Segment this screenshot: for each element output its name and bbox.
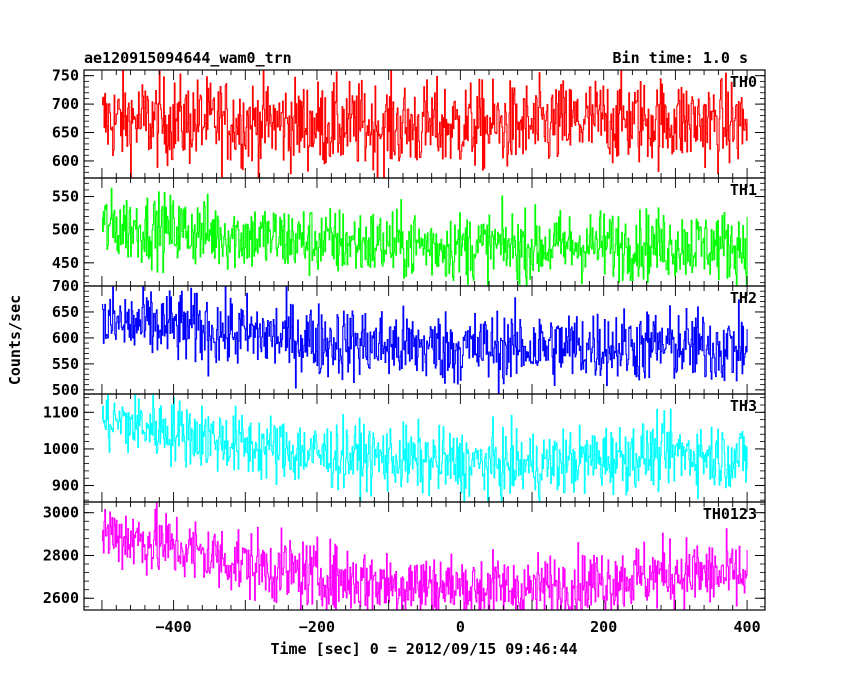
x-tick-label: −400 [156, 618, 192, 636]
series-line-th2 [101, 286, 748, 394]
y-tick-label: 2600 [43, 589, 79, 607]
panel-label-th0: TH0 [730, 73, 757, 91]
x-tick-label: 0 [456, 618, 465, 636]
y-tick-label: 750 [52, 67, 79, 85]
panels-group: 600 650 700 750 TH0 450 500 550 TH1 500 550 600 650 7… [43, 67, 766, 636]
y-tick-label: 450 [52, 254, 79, 272]
panel-frame [83, 501, 766, 611]
y-tick-label: 700 [52, 95, 79, 113]
series-line-th1 [101, 187, 748, 286]
x-tick-label: 400 [734, 618, 761, 636]
chart-title-right: Bin time: 1.0 s [613, 49, 748, 67]
panel-label-th1: TH1 [730, 181, 757, 199]
y-tick-label: 3000 [43, 504, 79, 522]
panel-label-th3: TH3 [730, 397, 757, 415]
y-tick-label: 900 [52, 477, 79, 495]
panel-th0: 600 650 700 750 TH0 [52, 67, 766, 179]
y-tick-label: 650 [52, 303, 79, 321]
x-axis-label: Time [sec] 0 = 2012/09/15 09:46:44 [270, 640, 577, 658]
y-tick-label: 1000 [43, 440, 79, 458]
panel-th3: 900 1000 1100 TH3 [43, 393, 766, 503]
x-tick-label: 200 [590, 618, 617, 636]
y-tick-label: 650 [52, 124, 79, 142]
series-line-th0123 [101, 502, 748, 610]
panel-th1: 450 500 550 TH1 [52, 177, 766, 287]
panel-label-th2: TH2 [730, 289, 757, 307]
y-tick-label: 500 [52, 221, 79, 239]
panel-th2: 500 550 600 650 700 TH2 [52, 277, 766, 399]
y-tick-label: 600 [52, 329, 79, 347]
y-tick-label: 550 [52, 355, 79, 373]
y-tick-label: 550 [52, 188, 79, 206]
series-line-th3 [101, 394, 748, 502]
chart-title-left: ae120915094644_wam0_trn [84, 49, 292, 67]
y-tick-label: 700 [52, 277, 79, 295]
y-tick-label: 600 [52, 152, 79, 170]
y-tick-label: 2800 [43, 546, 79, 564]
x-tick-label: −200 [299, 618, 335, 636]
y-tick-label: 1100 [43, 403, 79, 421]
panel-label-th0123: TH0123 [703, 505, 757, 523]
y-tick-label: 500 [52, 381, 79, 399]
y-axis-label: Counts/sec [6, 295, 24, 385]
x-tick-labels: −400 −200 0 200 400 [156, 618, 761, 636]
series-line-th0 [101, 70, 748, 178]
panel-th0123: 2600 2800 3000 TH0123 [43, 501, 766, 611]
